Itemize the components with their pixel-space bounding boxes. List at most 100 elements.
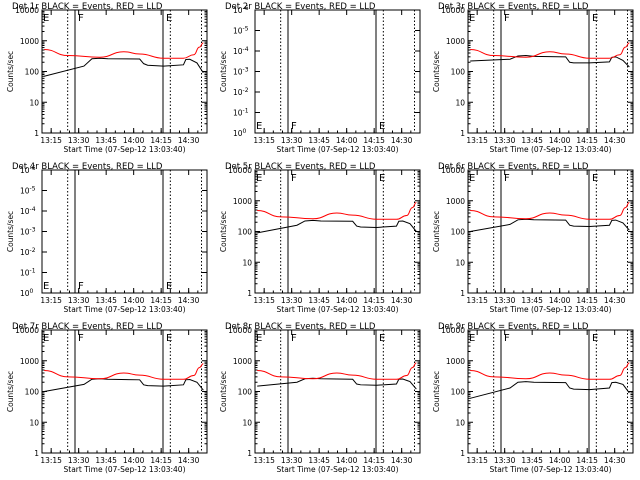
panel-det-4: Det 4r BLACK = Events, RED = LLD Counts/s… [6,162,208,314]
flag-label: F [504,173,510,184]
x-tick-label: 14:15 [363,136,385,145]
y-tick-label: 100 [238,388,253,397]
x-tick-label: 14:30 [178,296,200,305]
panel-det-3: Det 3r BLACK = Events, RED = LLD Counts/s… [432,2,634,154]
edge-flag-label: E [256,121,262,132]
edge-flag-label: E [469,13,475,24]
y-tick-label: 10-6 [233,5,249,15]
edge-flag-label: E [469,173,475,184]
flag-label: E [379,173,385,184]
events-series-line [470,381,630,399]
y-axis-label: Counts/sec [432,211,441,252]
edge-flag-label: E [256,173,262,184]
x-tick-label: 14:00 [549,456,571,465]
panel-det-9: Det 9r BLACK = Events, RED = LLD Counts/s… [432,322,634,474]
panel-det-1: Det 1r BLACK = Events, RED = LLD Counts/s… [6,2,208,154]
y-tick-label: 10000 [228,326,252,335]
plot-frame [41,329,208,454]
y-axis-label: Counts/sec [219,51,228,92]
y-tick-label: 10000 [441,166,465,175]
y-tick-label: 10-4 [20,206,36,216]
flag-label: E [166,281,172,292]
x-tick-label: 14:30 [604,456,626,465]
x-tick-label: 14:00 [549,136,571,145]
flag-label: F [291,173,297,184]
y-tick-label: 10 [455,418,465,427]
y-tick-label: 1000 [20,37,39,46]
x-tick-label: 13:15 [253,296,275,305]
flag-label: E [166,333,172,344]
flag-label: E [592,333,598,344]
x-tick-label: 13:30 [68,456,90,465]
x-tick-label: 14:15 [576,136,598,145]
x-tick-label: 14:15 [363,456,385,465]
y-tick-label: 10 [455,98,465,107]
x-axis-label: Start Time (07-Sep-12 13:03:40) [64,465,186,474]
x-tick-label: 14:00 [549,296,571,305]
x-tick-label: 13:30 [281,296,303,305]
plot-frame [254,9,421,134]
x-tick-label: 13:15 [40,136,62,145]
x-tick-label: 14:15 [363,296,385,305]
x-tick-label: 14:30 [604,136,626,145]
y-tick-label: 10000 [441,6,465,15]
y-axis-label: Counts/sec [219,371,228,412]
y-tick-label: 100 [233,128,247,138]
panel-det-7: Det 7r BLACK = Events, RED = LLD Counts/s… [6,322,208,474]
x-tick-label: 14:00 [336,136,358,145]
plot-frame [467,9,634,134]
y-tick-label: 1 [247,449,252,458]
events-series-line [44,378,204,392]
events-series-line [470,218,630,232]
edge-flag-label: E [469,333,475,344]
x-tick-label: 14:00 [123,456,145,465]
plot-frame [467,169,634,294]
y-axis-label: Counts/sec [6,211,15,252]
x-axis-label: Start Time (07-Sep-12 13:03:40) [277,145,399,154]
y-tick-label: 1000 [446,37,465,46]
x-tick-label: 13:30 [68,136,90,145]
y-tick-label: 10-1 [233,108,249,118]
y-tick-label: 10-3 [20,227,36,237]
x-tick-label: 14:00 [123,136,145,145]
y-tick-label: 1000 [233,197,252,206]
edge-flag-label: E [43,281,49,292]
plot-frame [467,329,634,454]
y-tick-label: 10-1 [20,268,36,278]
panel-det-6: Det 6r BLACK = Events, RED = LLD Counts/s… [432,162,634,314]
lld-series-line [257,201,417,220]
lld-series-line [44,363,204,380]
x-tick-label: 13:15 [253,136,275,145]
plot-frame [41,169,208,294]
x-tick-label: 14:00 [336,456,358,465]
x-tick-label: 14:15 [576,456,598,465]
lld-series-line [470,201,630,220]
flag-label: F [78,333,84,344]
chart-title: Det 6r BLACK = Events, RED = LLD [438,162,589,172]
x-tick-label: 13:30 [494,456,516,465]
x-axis-label: Start Time (07-Sep-12 13:03:40) [64,145,186,154]
y-tick-label: 10-2 [20,247,36,257]
x-tick-label: 13:45 [95,296,117,305]
flag-label: E [166,13,172,24]
chart-title: Det 1r BLACK = Events, RED = LLD [12,2,163,12]
chart-title: Det 2r BLACK = Events, RED = LLD [225,2,376,12]
y-tick-label: 100 [25,68,40,77]
y-tick-label: 10-6 [20,165,36,175]
y-tick-label: 1000 [446,357,465,366]
y-tick-label: 10 [242,418,252,427]
lld-series-line [44,42,204,59]
y-axis-label: Counts/sec [432,51,441,92]
y-tick-label: 1 [460,129,465,138]
y-tick-label: 100 [451,388,466,397]
x-tick-label: 14:30 [178,456,200,465]
x-tick-label: 13:15 [253,456,275,465]
plot-frame [254,329,421,454]
x-tick-label: 13:45 [308,456,330,465]
flag-label: E [592,13,598,24]
x-tick-label: 13:15 [40,456,62,465]
flag-label: E [379,333,385,344]
y-tick-label: 10 [29,98,39,107]
y-tick-label: 1000 [233,357,252,366]
edge-flag-label: E [43,13,49,24]
